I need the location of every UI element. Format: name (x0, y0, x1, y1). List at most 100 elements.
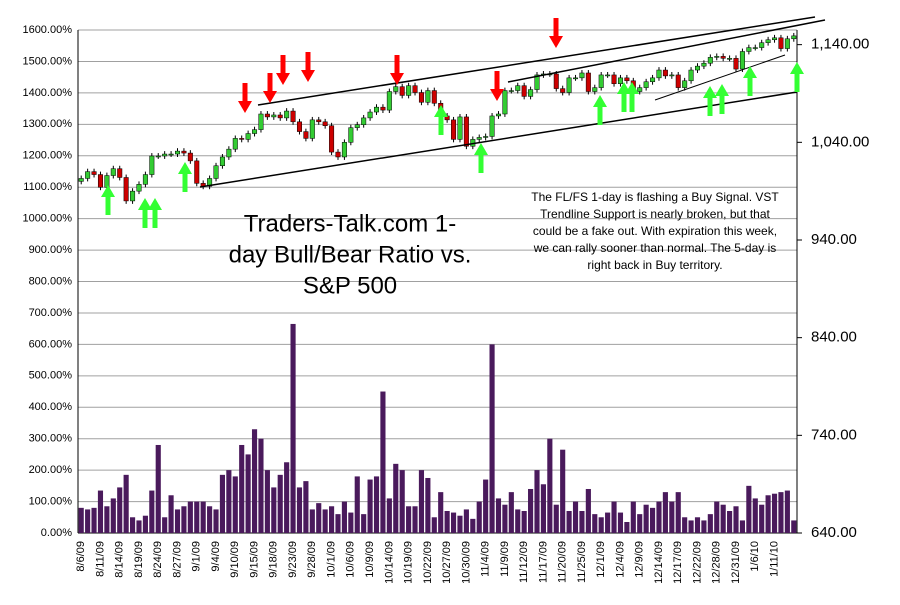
candle-body (643, 81, 649, 88)
trendline (199, 91, 798, 188)
y-tick-label: 600.00% (29, 338, 73, 350)
chart-title: Traders-Talk.com 1- (244, 210, 456, 237)
candle-body (136, 184, 142, 192)
bar (649, 507, 656, 533)
x-tick-label: 12/17/09 (672, 541, 684, 584)
candle-body (258, 113, 264, 130)
bar (438, 492, 444, 533)
bar (104, 506, 110, 533)
bar (187, 501, 193, 533)
candle-body (714, 56, 720, 58)
candle-body (752, 47, 758, 49)
bar (572, 501, 579, 533)
bar (207, 506, 213, 533)
trendlines (199, 16, 826, 188)
candle-body (245, 133, 251, 140)
bar (630, 501, 636, 533)
x-tick-label: 12/22/09 (691, 541, 703, 584)
bar (624, 521, 630, 533)
candle-body (739, 51, 745, 70)
y-tick-label: 1100.00% (23, 181, 72, 193)
candle-body (778, 37, 784, 49)
bar (367, 479, 373, 533)
candle-body (675, 74, 681, 88)
candle-body (688, 69, 694, 82)
x-tick-label: 10/1/09 (325, 541, 337, 578)
candle-body (733, 58, 739, 70)
candle-body (476, 137, 482, 140)
bar (316, 503, 322, 533)
x-tick-label: 11/9/09 (499, 541, 511, 577)
y-tick-label: 900.00% (29, 244, 73, 256)
candle-body (560, 88, 566, 93)
bar (662, 492, 668, 533)
y-tick-label: 300.00% (29, 433, 73, 445)
candle-body (399, 86, 405, 96)
bar (579, 510, 585, 533)
bar (277, 474, 283, 533)
x-tick-label: 1/6/10 (749, 541, 761, 572)
candle-body (585, 72, 591, 92)
candle-body (451, 119, 457, 140)
bar (406, 506, 412, 533)
bar (213, 509, 219, 533)
bar (200, 501, 206, 533)
bar (784, 490, 790, 533)
bar (290, 323, 296, 533)
x-tick-label: 10/30/09 (460, 541, 472, 584)
bar (386, 498, 392, 533)
bar (521, 510, 527, 533)
candle-body (617, 77, 623, 84)
x-tick-label: 11/20/09 (557, 541, 569, 583)
bar (91, 507, 97, 533)
x-tick-label: 11/4/09 (480, 541, 492, 577)
bar (142, 515, 148, 533)
bar (444, 510, 450, 533)
candle-body (213, 165, 219, 179)
bar (791, 520, 797, 533)
candle-body (431, 90, 437, 104)
bar (534, 470, 540, 533)
bar (168, 495, 174, 533)
candle-body (566, 77, 572, 93)
x-tick-label: 10/6/09 (345, 541, 357, 578)
candle-body (194, 160, 200, 184)
x-tick-label: 12/31/09 (730, 541, 742, 584)
bar (598, 517, 604, 533)
candle-body (605, 74, 611, 77)
candle-body (759, 42, 765, 48)
bar (232, 476, 238, 533)
bar (412, 506, 418, 533)
trendline (654, 54, 786, 101)
bar (560, 449, 566, 533)
y-tick-label: 200.00% (29, 464, 73, 476)
bar (181, 506, 187, 533)
bar (489, 344, 495, 533)
candle-body (495, 113, 501, 117)
candle-body (650, 77, 656, 83)
candle-body (155, 155, 161, 158)
y-tick-label: 1400.00% (22, 87, 72, 99)
bar (470, 518, 476, 533)
bar (727, 510, 733, 533)
candle-body (656, 69, 662, 79)
bar (335, 514, 341, 533)
candle-body (489, 115, 495, 137)
x-tick-label: 9/15/09 (248, 541, 260, 578)
candle-body (662, 69, 668, 77)
candle-body (175, 150, 181, 155)
x-tick-label: 11/17/09 (537, 541, 549, 583)
x-tick-label: 10/22/09 (422, 541, 434, 584)
candle-body (765, 39, 771, 43)
bar (714, 501, 720, 533)
x-tick-label: 9/28/09 (306, 541, 318, 578)
bar (258, 438, 264, 533)
y2-tick-label: 740.00 (811, 426, 857, 443)
y-tick-label: 100.00% (29, 495, 73, 507)
bar (553, 504, 559, 533)
x-tick-label: 12/28/09 (711, 541, 723, 584)
x-tick-label: 11/25/09 (576, 541, 588, 583)
bar (393, 463, 399, 533)
bar (585, 488, 591, 533)
candle-body (232, 138, 238, 150)
